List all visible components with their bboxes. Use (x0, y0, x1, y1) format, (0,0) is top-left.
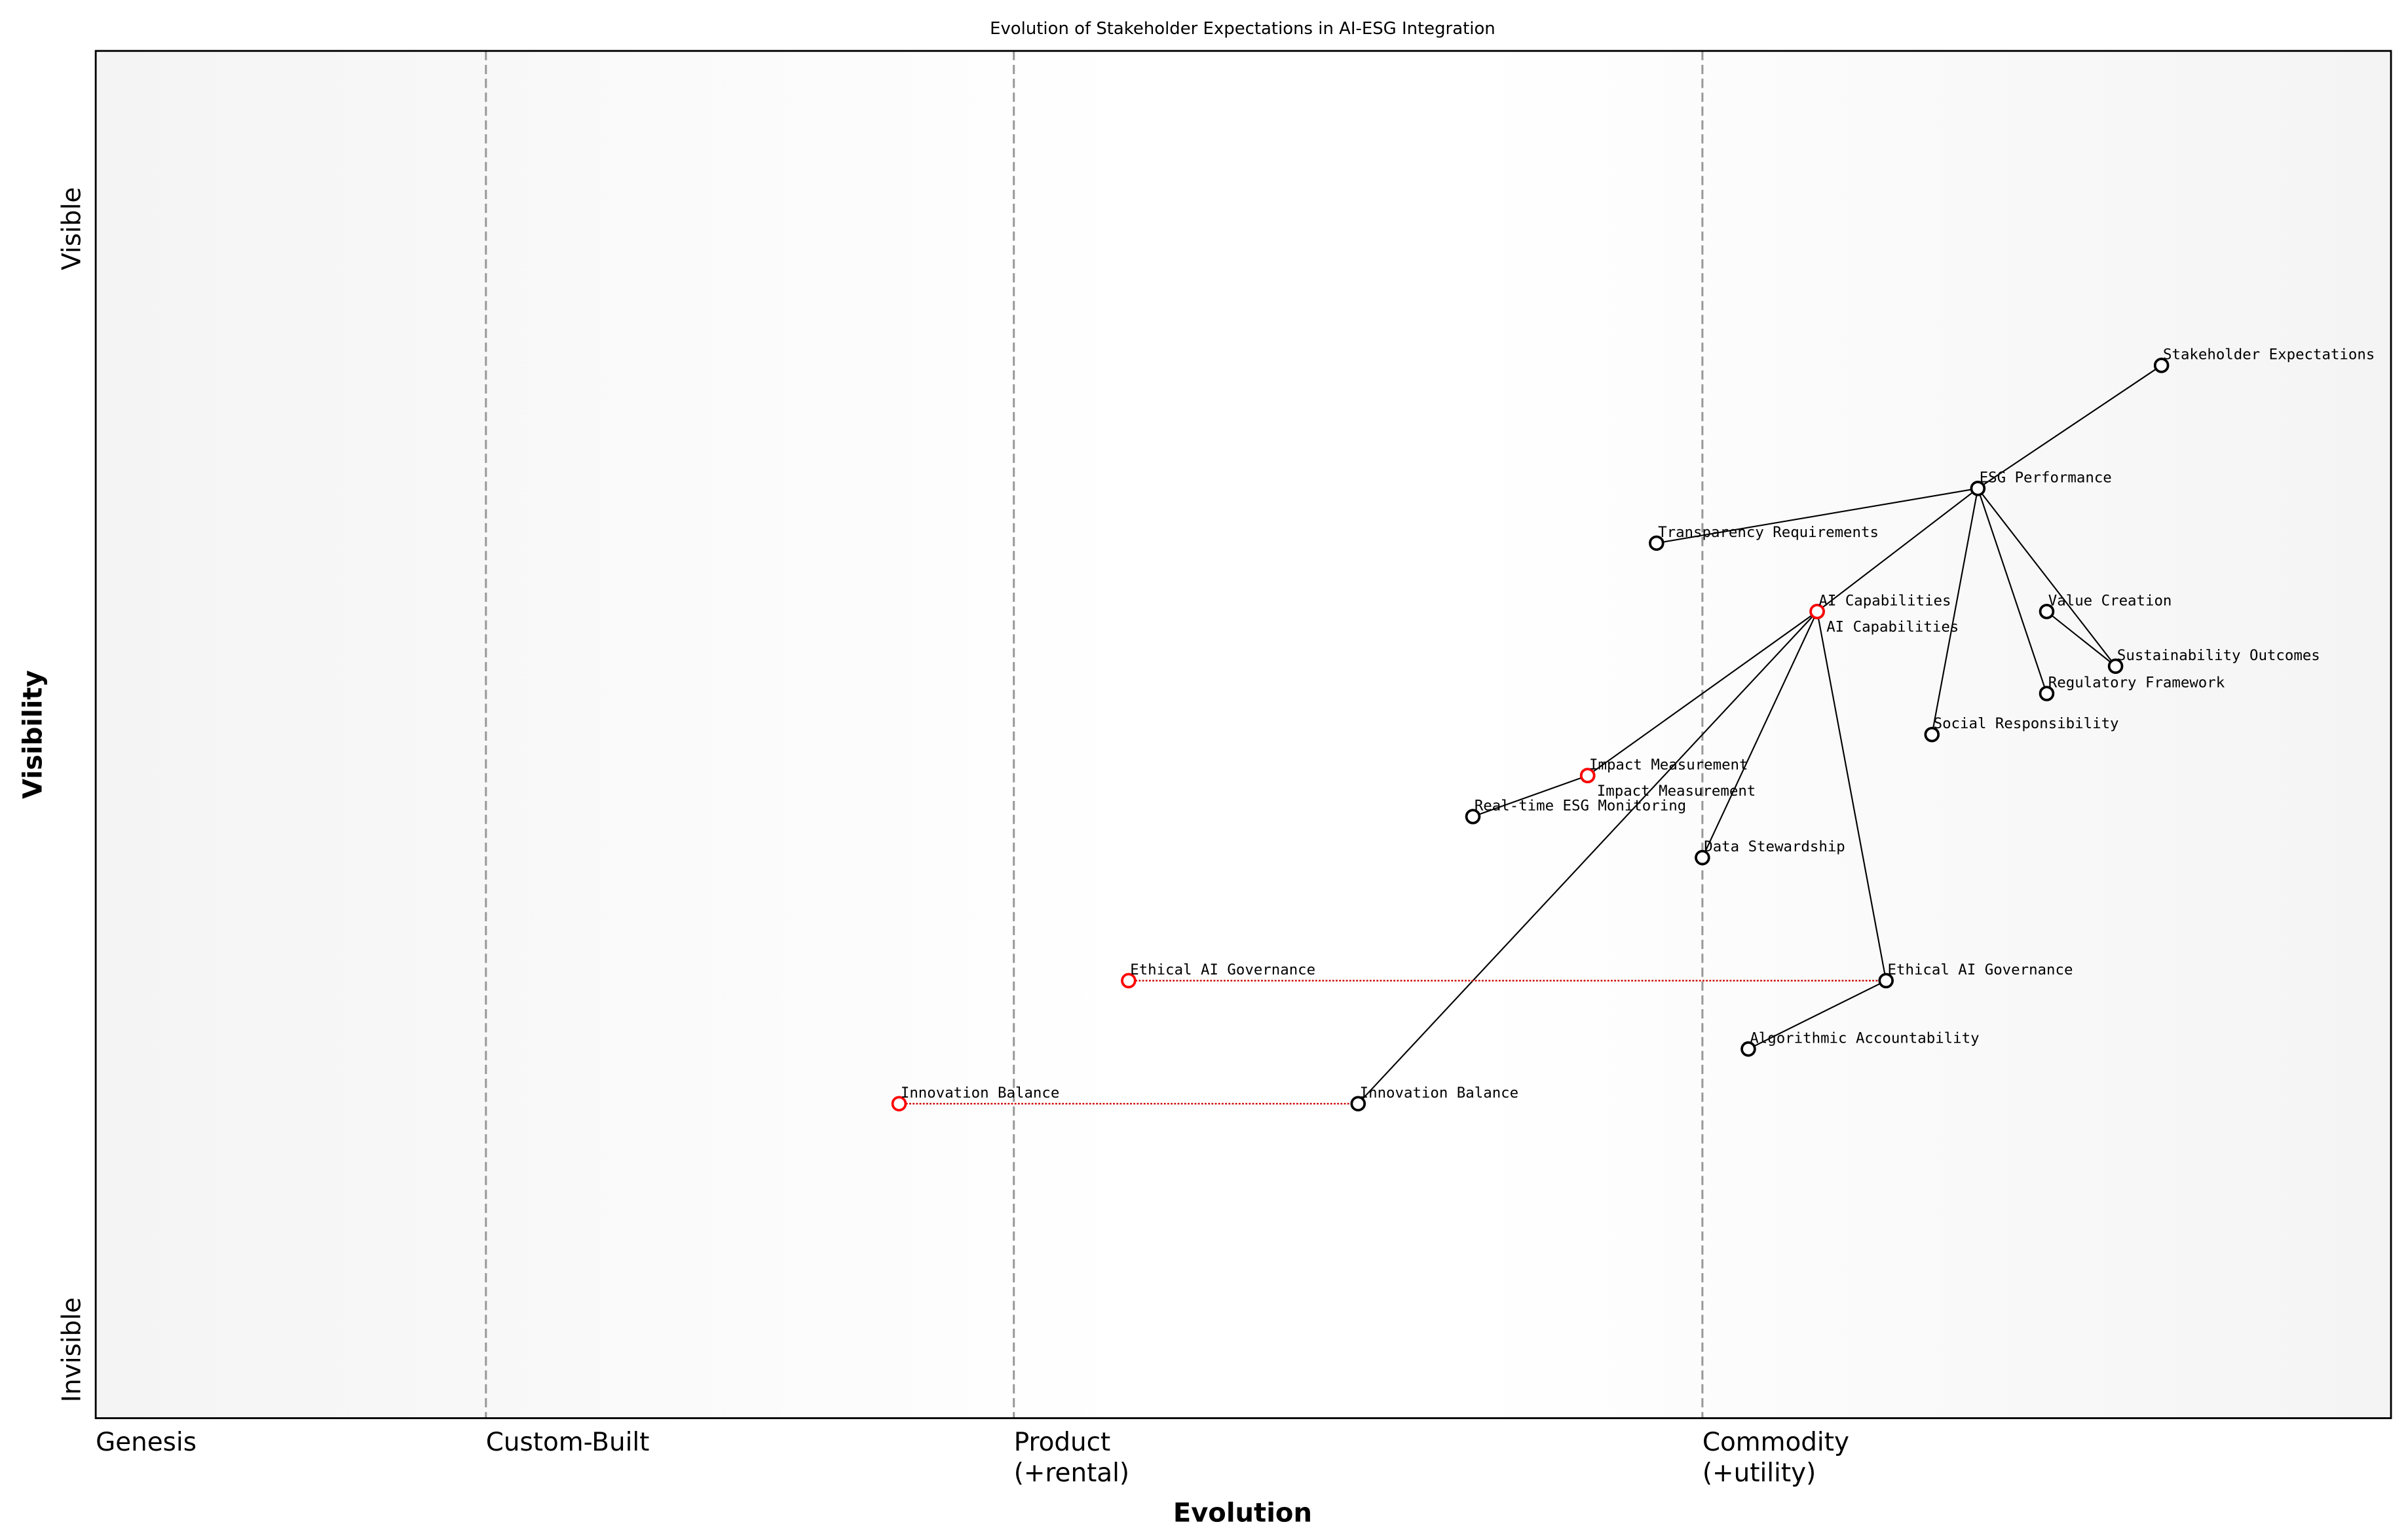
evolved-component-label: AI Capabilities (1826, 618, 1959, 635)
plot-frame (94, 50, 2392, 1419)
component-label: AI Capabilities (1818, 592, 1951, 609)
component-node (2153, 358, 2170, 373)
dependency-link (1931, 488, 1979, 735)
component-label: Algorithmic Accountability (1750, 1029, 1979, 1047)
plot-background (96, 50, 2392, 1418)
component-label: Ethical AI Governance (1888, 961, 2073, 978)
component-label: Value Creation (2048, 592, 2172, 609)
evolved-component-label: Innovation Balance (901, 1085, 1059, 1102)
dependency-link (1977, 488, 2048, 694)
component-node (1970, 481, 1986, 496)
dependency-link (1816, 487, 1978, 612)
component-node (2039, 603, 2055, 620)
evolved-component-node (891, 1096, 907, 1112)
dependency-link (1977, 365, 2162, 489)
component-node (1350, 1096, 1366, 1112)
stage-label: Custom-Built (486, 1428, 650, 1457)
component-label: Regulatory Framework (2048, 675, 2225, 692)
y-axis-title: Visibility (18, 670, 48, 799)
evolved-component-label: Impact Measurement (1597, 783, 1756, 800)
component-node (1465, 809, 1481, 825)
stage-sublabel: (+utility) (1703, 1458, 1816, 1488)
component-node (1740, 1041, 1756, 1057)
component-node (2107, 658, 2124, 675)
evolved-component-node (1121, 973, 1137, 989)
dependency-link (1977, 488, 2116, 667)
component-label: ESG Performance (1980, 469, 2112, 486)
component-label: Innovation Balance (1360, 1085, 1518, 1102)
evolved-component-node (1809, 603, 1825, 620)
component-node (1695, 849, 1710, 866)
dependency-link (1748, 980, 1887, 1050)
chart-title: Evolution of Stakeholder Expectations in… (990, 19, 1496, 39)
dependency-link (1701, 611, 1818, 858)
dependency-link (1473, 775, 1589, 817)
component-label: Real-time ESG Monitoring (1475, 797, 1686, 814)
component-label: Stakeholder Expectations (2163, 346, 2375, 363)
dependency-link (1816, 611, 1887, 981)
component-label: Transparency Requirements (1658, 524, 1879, 541)
stage-label: Commodity (1703, 1428, 1849, 1457)
component-node (1649, 535, 1665, 551)
component-node (2039, 686, 2055, 701)
evolved-component-node (1579, 768, 1596, 784)
component-label: Sustainability Outcomes (2117, 647, 2320, 664)
component-label: Social Responsibility (1934, 715, 2119, 732)
dependency-link (2046, 610, 2116, 667)
dependency-link (1357, 611, 1818, 1105)
evolved-component-label: Ethical AI Governance (1130, 961, 1315, 978)
y-tick-label: Visible (58, 187, 87, 270)
stage-label: Product (1014, 1428, 1111, 1457)
dependency-link (1656, 487, 1978, 544)
y-tick-label: Invisible (58, 1297, 87, 1402)
component-label: Data Stewardship (1704, 838, 1845, 855)
stage-sublabel: (+rental) (1014, 1458, 1129, 1488)
component-label: Impact Measurement (1589, 756, 1748, 773)
dependency-link (1587, 610, 1818, 777)
stage-label: Genesis (96, 1428, 197, 1457)
x-axis-title: Evolution (1173, 1498, 1312, 1528)
component-node (1924, 726, 1940, 743)
component-node (1878, 973, 1894, 989)
